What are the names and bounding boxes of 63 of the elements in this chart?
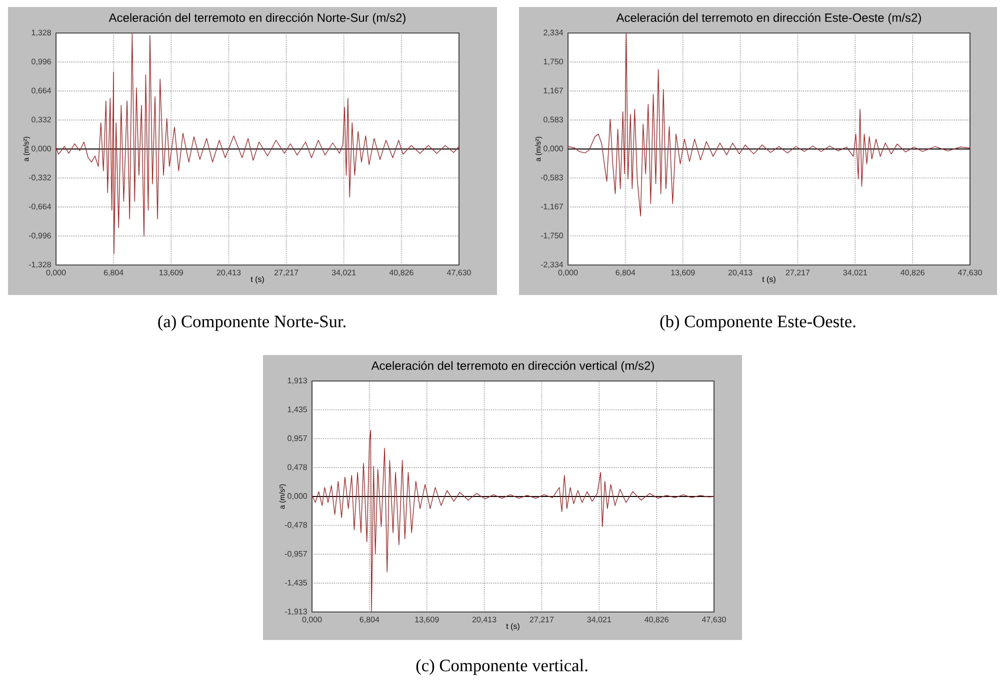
text: (a) Componente Norte-Sur. <box>158 315 346 331</box>
x-tick-label: 0,000 <box>46 270 66 276</box>
y-tick-label: -1,328 <box>28 262 51 268</box>
x-tick-label: 34,021 <box>332 270 356 276</box>
y-tick-label: -0,957 <box>284 550 307 558</box>
y-tick-label: -2,334 <box>540 262 564 268</box>
y-tick-label: -1,750 <box>540 232 563 240</box>
y-tick-label: 0,000 <box>32 146 51 152</box>
chart-title: Aceleración del terremoto en dirección Norte-Sur (m/s2) <box>108 12 406 24</box>
y-tick-label: -0,664 <box>28 204 52 210</box>
text: (c) Componente vertical. <box>416 659 588 675</box>
y-tick-label: -0,478 <box>284 522 307 529</box>
y-tick-label: -0,996 <box>28 232 51 240</box>
x-tick-label: 47,630 <box>446 270 471 276</box>
x-axis-title: t (s) <box>762 276 776 284</box>
y-tick-label: 0,332 <box>32 116 51 124</box>
y-tick-label: 0,000 <box>544 146 563 152</box>
chart-title: Aceleración del terremoto en dirección vertical (m/s2) <box>371 360 654 372</box>
x-tick-label: 20,413 <box>728 270 752 276</box>
chart-title: Aceleración del terremoto en dirección Este-Oeste (m/s2) <box>616 12 921 24</box>
x-tick-label: 40,826 <box>389 270 414 276</box>
x-axis-title: t (s) <box>506 623 520 631</box>
y-tick-label: 2,334 <box>544 30 564 36</box>
y-tick-label: 1,435 <box>288 406 307 414</box>
x-tick-label: 40,826 <box>644 616 668 624</box>
y-tick-label: 0,996 <box>32 58 51 66</box>
x-tick-label: 27,217 <box>530 616 554 624</box>
y-tick-label: -1,167 <box>540 204 563 210</box>
y-tick-label: 0,000 <box>288 493 307 500</box>
y-tick-label: 1,328 <box>32 30 51 36</box>
y-tick-label: 1,913 <box>288 378 307 384</box>
x-tick-label: 34,021 <box>587 616 611 624</box>
x-tick-label: 20,413 <box>216 270 241 276</box>
y-tick-label: 0,583 <box>544 116 563 124</box>
x-tick-label: 0,000 <box>302 616 322 624</box>
x-tick-label: 27,217 <box>786 270 810 276</box>
text: (b) Componente Este-Oeste. <box>660 315 856 331</box>
x-tick-label: 13,609 <box>160 270 184 276</box>
y-tick-label: -1,435 <box>284 580 307 586</box>
line-series <box>568 32 970 216</box>
line-series <box>56 33 460 254</box>
x-tick-label: 20,413 <box>472 616 496 624</box>
x-tick-label: 47,630 <box>958 270 982 276</box>
y-tick-label: -1,913 <box>284 608 307 616</box>
y-tick-label: -0,332 <box>28 174 51 182</box>
line-series <box>312 430 714 612</box>
x-tick-label: 13,609 <box>415 616 439 624</box>
x-tick-label: 13,609 <box>671 270 695 276</box>
x-tick-label: 27,217 <box>274 270 298 276</box>
x-tick-label: 6,804 <box>616 270 636 276</box>
y-tick-label: 0,957 <box>288 435 307 442</box>
y-tick-label: 0,664 <box>32 88 52 94</box>
y-tick-label: -0,583 <box>540 174 563 182</box>
y-tick-label: 1,167 <box>544 88 563 94</box>
x-tick-label: 6,804 <box>360 616 380 624</box>
x-tick-label: 6,804 <box>104 270 124 276</box>
x-tick-label: 34,021 <box>843 270 867 276</box>
y-tick-label: 1,750 <box>544 58 563 66</box>
x-tick-label: 47,630 <box>702 616 726 624</box>
x-axis-title: t (s) <box>250 276 264 284</box>
x-tick-label: 0,000 <box>558 270 578 276</box>
y-tick-label: 0,478 <box>288 464 307 471</box>
x-tick-label: 40,826 <box>900 270 924 276</box>
